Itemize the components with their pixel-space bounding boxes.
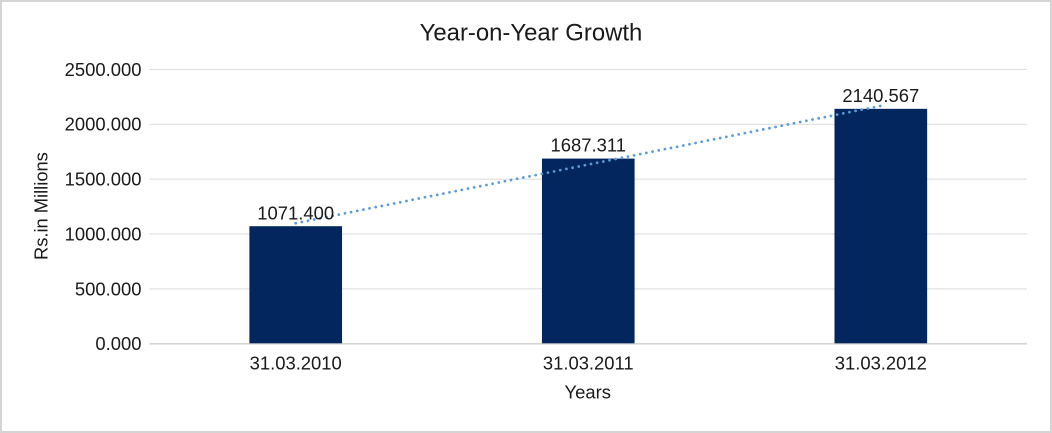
x-axis-title: Years: [565, 381, 611, 402]
y-tick-label: 1500.000: [65, 169, 142, 190]
y-tick-label: 1000.000: [65, 224, 142, 245]
y-tick-label: 2000.000: [65, 114, 142, 135]
bar: [541, 158, 635, 344]
chart-title: Year-on-Year Growth: [420, 20, 643, 47]
x-category-label: 31.03.2011: [543, 353, 634, 374]
data-labels: 1071.400 1687.311 2140.567: [257, 85, 919, 223]
value-label: 1687.311: [551, 135, 626, 156]
y-tick-label: 500.000: [75, 278, 142, 299]
x-category-label: 31.03.2010: [250, 353, 342, 374]
y-tick-label: 2500.000: [65, 59, 142, 80]
trendline: [294, 104, 883, 225]
y-tick-labels: 0.000 500.000 1000.000 1500.000 2000.000 2500…: [65, 59, 142, 354]
x-category-label: 31.03.2012: [835, 353, 927, 374]
bar: [834, 108, 928, 344]
value-label: 2140.567: [842, 85, 919, 106]
trendline-dotted: [294, 104, 883, 225]
bar-series: [249, 108, 928, 344]
value-label: 1071.400: [257, 202, 334, 223]
x-category-labels: 31.03.2010 31.03.2011 31.03.2012: [250, 353, 927, 374]
y-axis-title: Rs.in Millions: [30, 152, 51, 260]
y-tick-label: 0.000: [95, 333, 141, 354]
bar: [249, 226, 343, 344]
